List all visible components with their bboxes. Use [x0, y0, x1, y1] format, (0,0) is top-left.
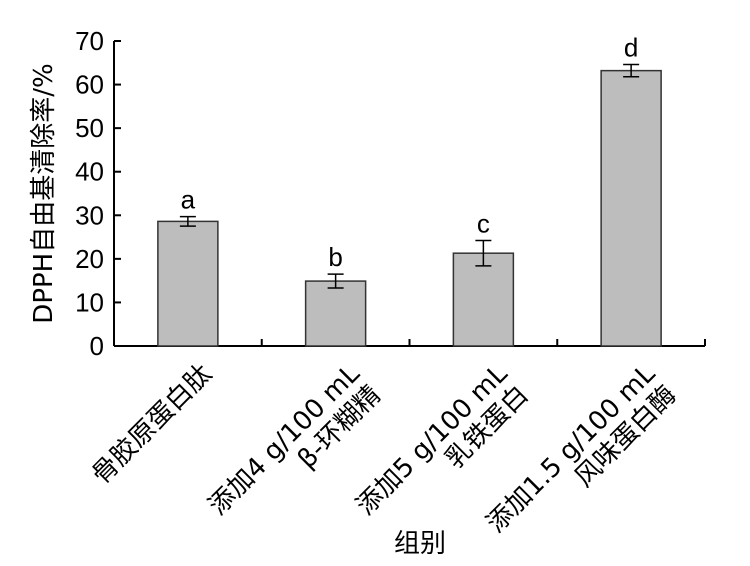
bar-2	[452, 252, 515, 347]
y-tick-label-60: 60	[75, 70, 104, 100]
significance-label-0: a	[181, 185, 196, 215]
y-axis: 0 10 20 30 40 50 60 70	[75, 26, 121, 361]
bar-0	[157, 220, 219, 347]
y-tick-label-50: 50	[75, 113, 104, 143]
x-axis-label: 组别	[394, 529, 446, 559]
bars: a b c d	[157, 33, 662, 347]
y-axis-label: DPPH自由基清除率/%	[29, 63, 59, 323]
bar-3	[600, 69, 662, 347]
x-tick-label-1: 添加4 g/100 mLβ-环糊精	[203, 358, 387, 542]
x-tick-label-0: 骨胶原蛋白肽	[86, 359, 218, 491]
significance-label-1: b	[328, 242, 342, 272]
y-tick-label-0: 0	[90, 331, 104, 361]
y-tick-label-30: 30	[75, 200, 104, 230]
y-tick-label-70: 70	[75, 26, 104, 56]
x-tick-label-line: 骨胶原蛋白肽	[86, 359, 218, 491]
y-tick-label-40: 40	[75, 157, 104, 187]
bar-1	[304, 280, 367, 347]
significance-label-2: c	[477, 209, 490, 239]
y-tick-label-10: 10	[75, 287, 104, 317]
y-tick-label-20: 20	[75, 244, 104, 274]
significance-label-3: d	[624, 33, 638, 63]
